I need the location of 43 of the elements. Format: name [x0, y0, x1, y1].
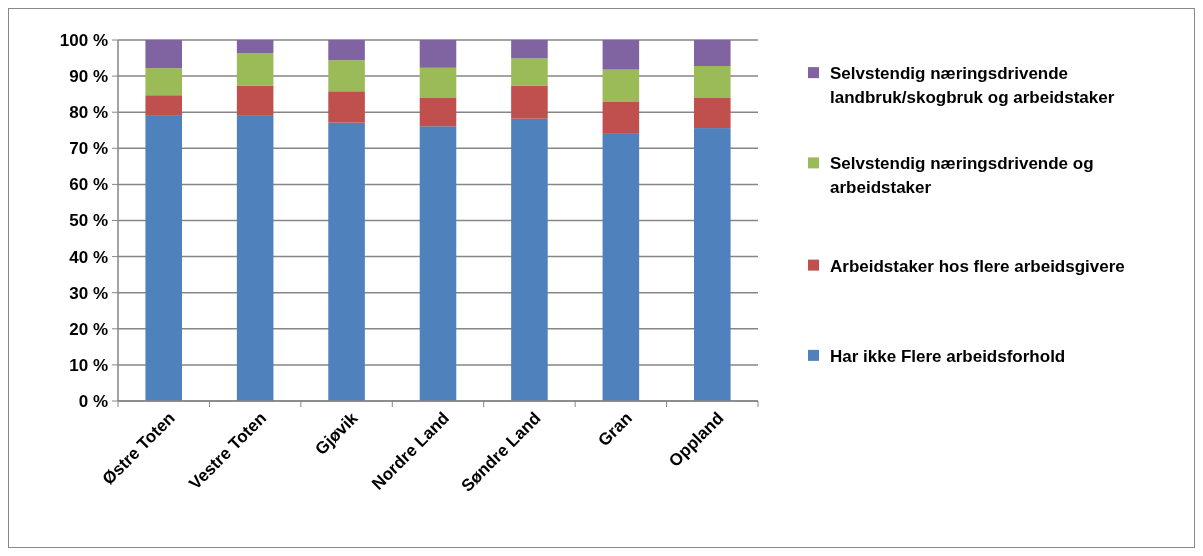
bar	[236, 53, 274, 86]
legend-label: Arbeidstaker hos flere arbeidsgivere	[830, 256, 1125, 276]
legend-label: Har ikke Flere arbeidsforhold	[830, 346, 1066, 366]
legend-label: Selvstendig næringsdrivende landbruk/skogbruk og arbeidstaker	[830, 64, 1115, 108]
bar	[328, 122, 365, 401]
bar	[694, 40, 731, 66]
y-tick-label: 80 %	[69, 103, 108, 123]
y-tick-label: 60 %	[69, 175, 108, 195]
bar	[419, 67, 457, 98]
bar	[419, 40, 457, 68]
y-tick-label: 0 %	[78, 391, 108, 411]
bar	[236, 40, 274, 53]
y-tick-label: 90 %	[69, 67, 108, 87]
bar	[602, 101, 640, 134]
bar	[419, 97, 457, 127]
bar	[236, 85, 274, 116]
y-tick-label: 40 %	[69, 247, 108, 267]
bar	[236, 115, 274, 401]
y-tick-label: 30 %	[69, 283, 108, 303]
bar	[419, 126, 457, 401]
bar	[511, 40, 548, 59]
bar	[145, 115, 182, 401]
y-tick-label: 100 %	[59, 30, 108, 50]
y-tick-label: 50 %	[69, 211, 108, 231]
bar	[145, 95, 182, 116]
y-tick-label: 10 %	[69, 355, 108, 375]
bar	[694, 128, 731, 401]
bar	[602, 40, 640, 70]
bar	[694, 65, 731, 98]
bar	[602, 69, 640, 102]
bar	[602, 133, 640, 401]
y-tick-label: 70 %	[69, 139, 108, 159]
y-tick-label: 20 %	[69, 319, 108, 339]
bar	[145, 68, 182, 96]
bar	[328, 91, 365, 123]
legend-label: Selvstendig næringsdrivende og arbeidstaker	[830, 154, 1094, 198]
bar	[511, 58, 548, 86]
bar	[694, 97, 731, 129]
bar	[328, 40, 365, 61]
bar	[511, 118, 548, 401]
bar	[328, 60, 365, 92]
bar	[145, 40, 182, 69]
bar	[511, 85, 548, 119]
